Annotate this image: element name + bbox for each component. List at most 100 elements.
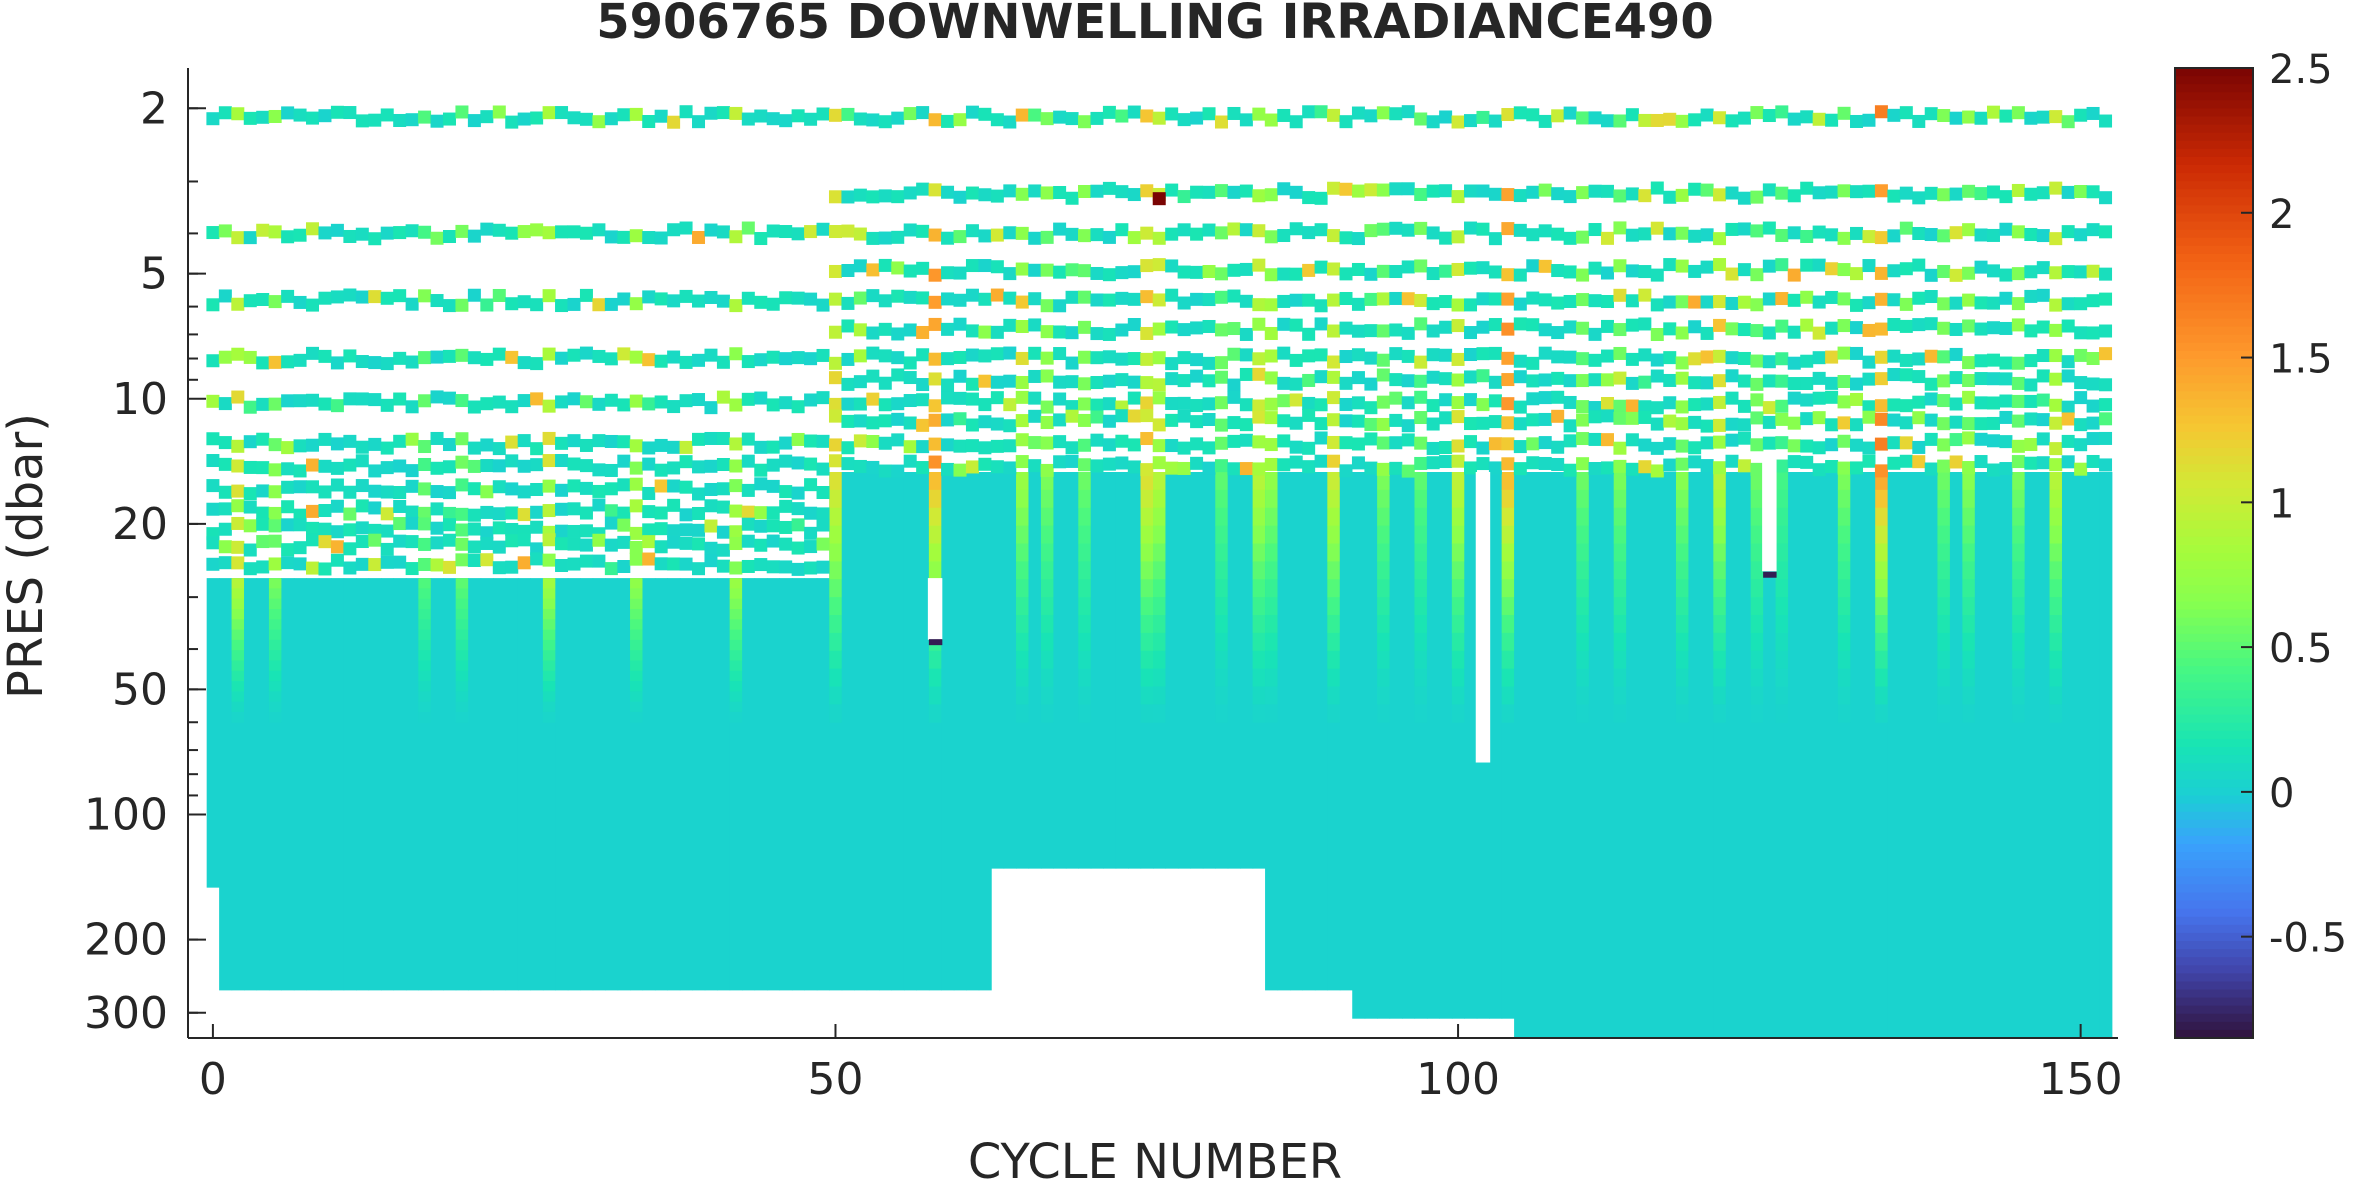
- sample-point: [1389, 221, 1403, 235]
- heatmap-column: [667, 578, 681, 991]
- sample-point: [1663, 295, 1677, 309]
- heatmap-cell: [1377, 561, 1391, 580]
- sample-point: [1090, 459, 1104, 473]
- heatmap-cell: [268, 660, 282, 672]
- sample-point: [965, 418, 979, 432]
- sample-point: [754, 440, 768, 454]
- sample-point: [928, 372, 942, 386]
- sample-point: [1899, 454, 1913, 468]
- sample-point: [1949, 433, 1963, 447]
- heatmap-cell: [1750, 525, 1764, 544]
- sample-point: [1551, 296, 1565, 310]
- sample-point: [1526, 318, 1540, 332]
- sample-point: [866, 460, 880, 474]
- sample-point: [2074, 297, 2088, 311]
- x-axis-label: CYCLE NUMBER: [968, 1134, 1342, 1184]
- sample-point: [2049, 110, 2063, 124]
- sample-point: [405, 505, 419, 519]
- sample-point: [828, 438, 842, 452]
- colorbar-segment: [2175, 924, 2253, 934]
- heatmap-cell: [1750, 543, 1764, 562]
- heatmap-cell: [1576, 579, 1590, 598]
- heatmap-cell: [729, 670, 743, 682]
- heatmap-cell: [1140, 507, 1154, 527]
- sample-point: [1949, 347, 1963, 361]
- sample-point: [1912, 226, 1926, 240]
- sample-point: [1650, 401, 1664, 415]
- sample-point: [1401, 105, 1415, 119]
- sample-point: [231, 499, 245, 513]
- sample-point: [766, 560, 780, 574]
- sample-point: [2011, 356, 2025, 370]
- sample-point: [1140, 396, 1154, 410]
- sample-point: [1152, 351, 1166, 365]
- heatmap-column: [293, 578, 307, 991]
- sample-point: [953, 293, 967, 307]
- heatmap-cell: [1501, 543, 1515, 562]
- sample-point: [1090, 111, 1104, 125]
- heatmap-cell: [729, 701, 743, 713]
- sample-point: [256, 506, 270, 520]
- sample-point: [1538, 373, 1552, 387]
- heatmap-cell: [1140, 632, 1154, 652]
- sample-point: [804, 393, 818, 407]
- sample-point: [692, 393, 706, 407]
- sample-point: [1302, 327, 1316, 341]
- heatmap-cell: [2049, 668, 2063, 687]
- heatmap-cell: [455, 670, 469, 682]
- sample-point: [1015, 351, 1029, 365]
- sample-point: [1513, 297, 1527, 311]
- sample-point: [1613, 371, 1627, 385]
- sample-point: [579, 506, 593, 520]
- sample-point: [1127, 318, 1141, 332]
- sample-point: [1974, 372, 1988, 386]
- sample-point: [1277, 458, 1291, 472]
- sample-point: [1127, 105, 1141, 119]
- heatmap-cell: [1837, 507, 1851, 527]
- sample-point: [1837, 184, 1851, 198]
- sample-point: [891, 289, 905, 303]
- sample-point: [1600, 114, 1614, 128]
- heatmap-cell: [1501, 614, 1515, 634]
- sample-point: [679, 440, 693, 454]
- sample-point: [1015, 226, 1029, 240]
- sample-point: [1812, 186, 1826, 200]
- sample-point: [1576, 352, 1590, 366]
- heatmap-column: [480, 578, 494, 991]
- sample-point: [978, 229, 992, 243]
- heatmap-cell: [268, 629, 282, 641]
- heatmap-cell: [1675, 597, 1690, 616]
- sample-point: [1040, 416, 1054, 430]
- sample-point: [2049, 298, 2063, 312]
- sample-point: [1899, 436, 1913, 450]
- sample-point: [828, 325, 842, 339]
- sample-point: [1862, 184, 1876, 198]
- sample-point: [1351, 106, 1365, 120]
- sample-point: [555, 502, 569, 516]
- heatmap-cell: [1153, 597, 1167, 616]
- sample-point: [1762, 259, 1776, 273]
- sample-point: [903, 356, 917, 370]
- colorbar-segment: [2175, 650, 2253, 659]
- sample-point: [1937, 350, 1951, 364]
- sample-point: [467, 459, 481, 473]
- sample-point: [629, 552, 643, 566]
- sample-point: [604, 516, 618, 530]
- sample-point: [1401, 374, 1415, 388]
- sample-point: [990, 189, 1004, 203]
- sample-point: [1600, 184, 1614, 198]
- heatmap-cell: [1252, 632, 1266, 652]
- sample-point: [1351, 456, 1365, 470]
- sample-point: [990, 260, 1004, 274]
- sample-point: [1488, 292, 1502, 306]
- heatmap-cell: [1153, 632, 1167, 652]
- heatmap-cell: [455, 598, 469, 610]
- sample-point: [1874, 437, 1888, 451]
- heatmap-column: [1626, 471, 1640, 1038]
- sample-point: [1351, 324, 1365, 338]
- sample-point: [2011, 225, 2025, 239]
- heatmap-cell: [1750, 471, 1764, 491]
- heatmap-cell: [268, 619, 282, 631]
- sample-point: [293, 480, 307, 494]
- sample-point: [1825, 113, 1839, 127]
